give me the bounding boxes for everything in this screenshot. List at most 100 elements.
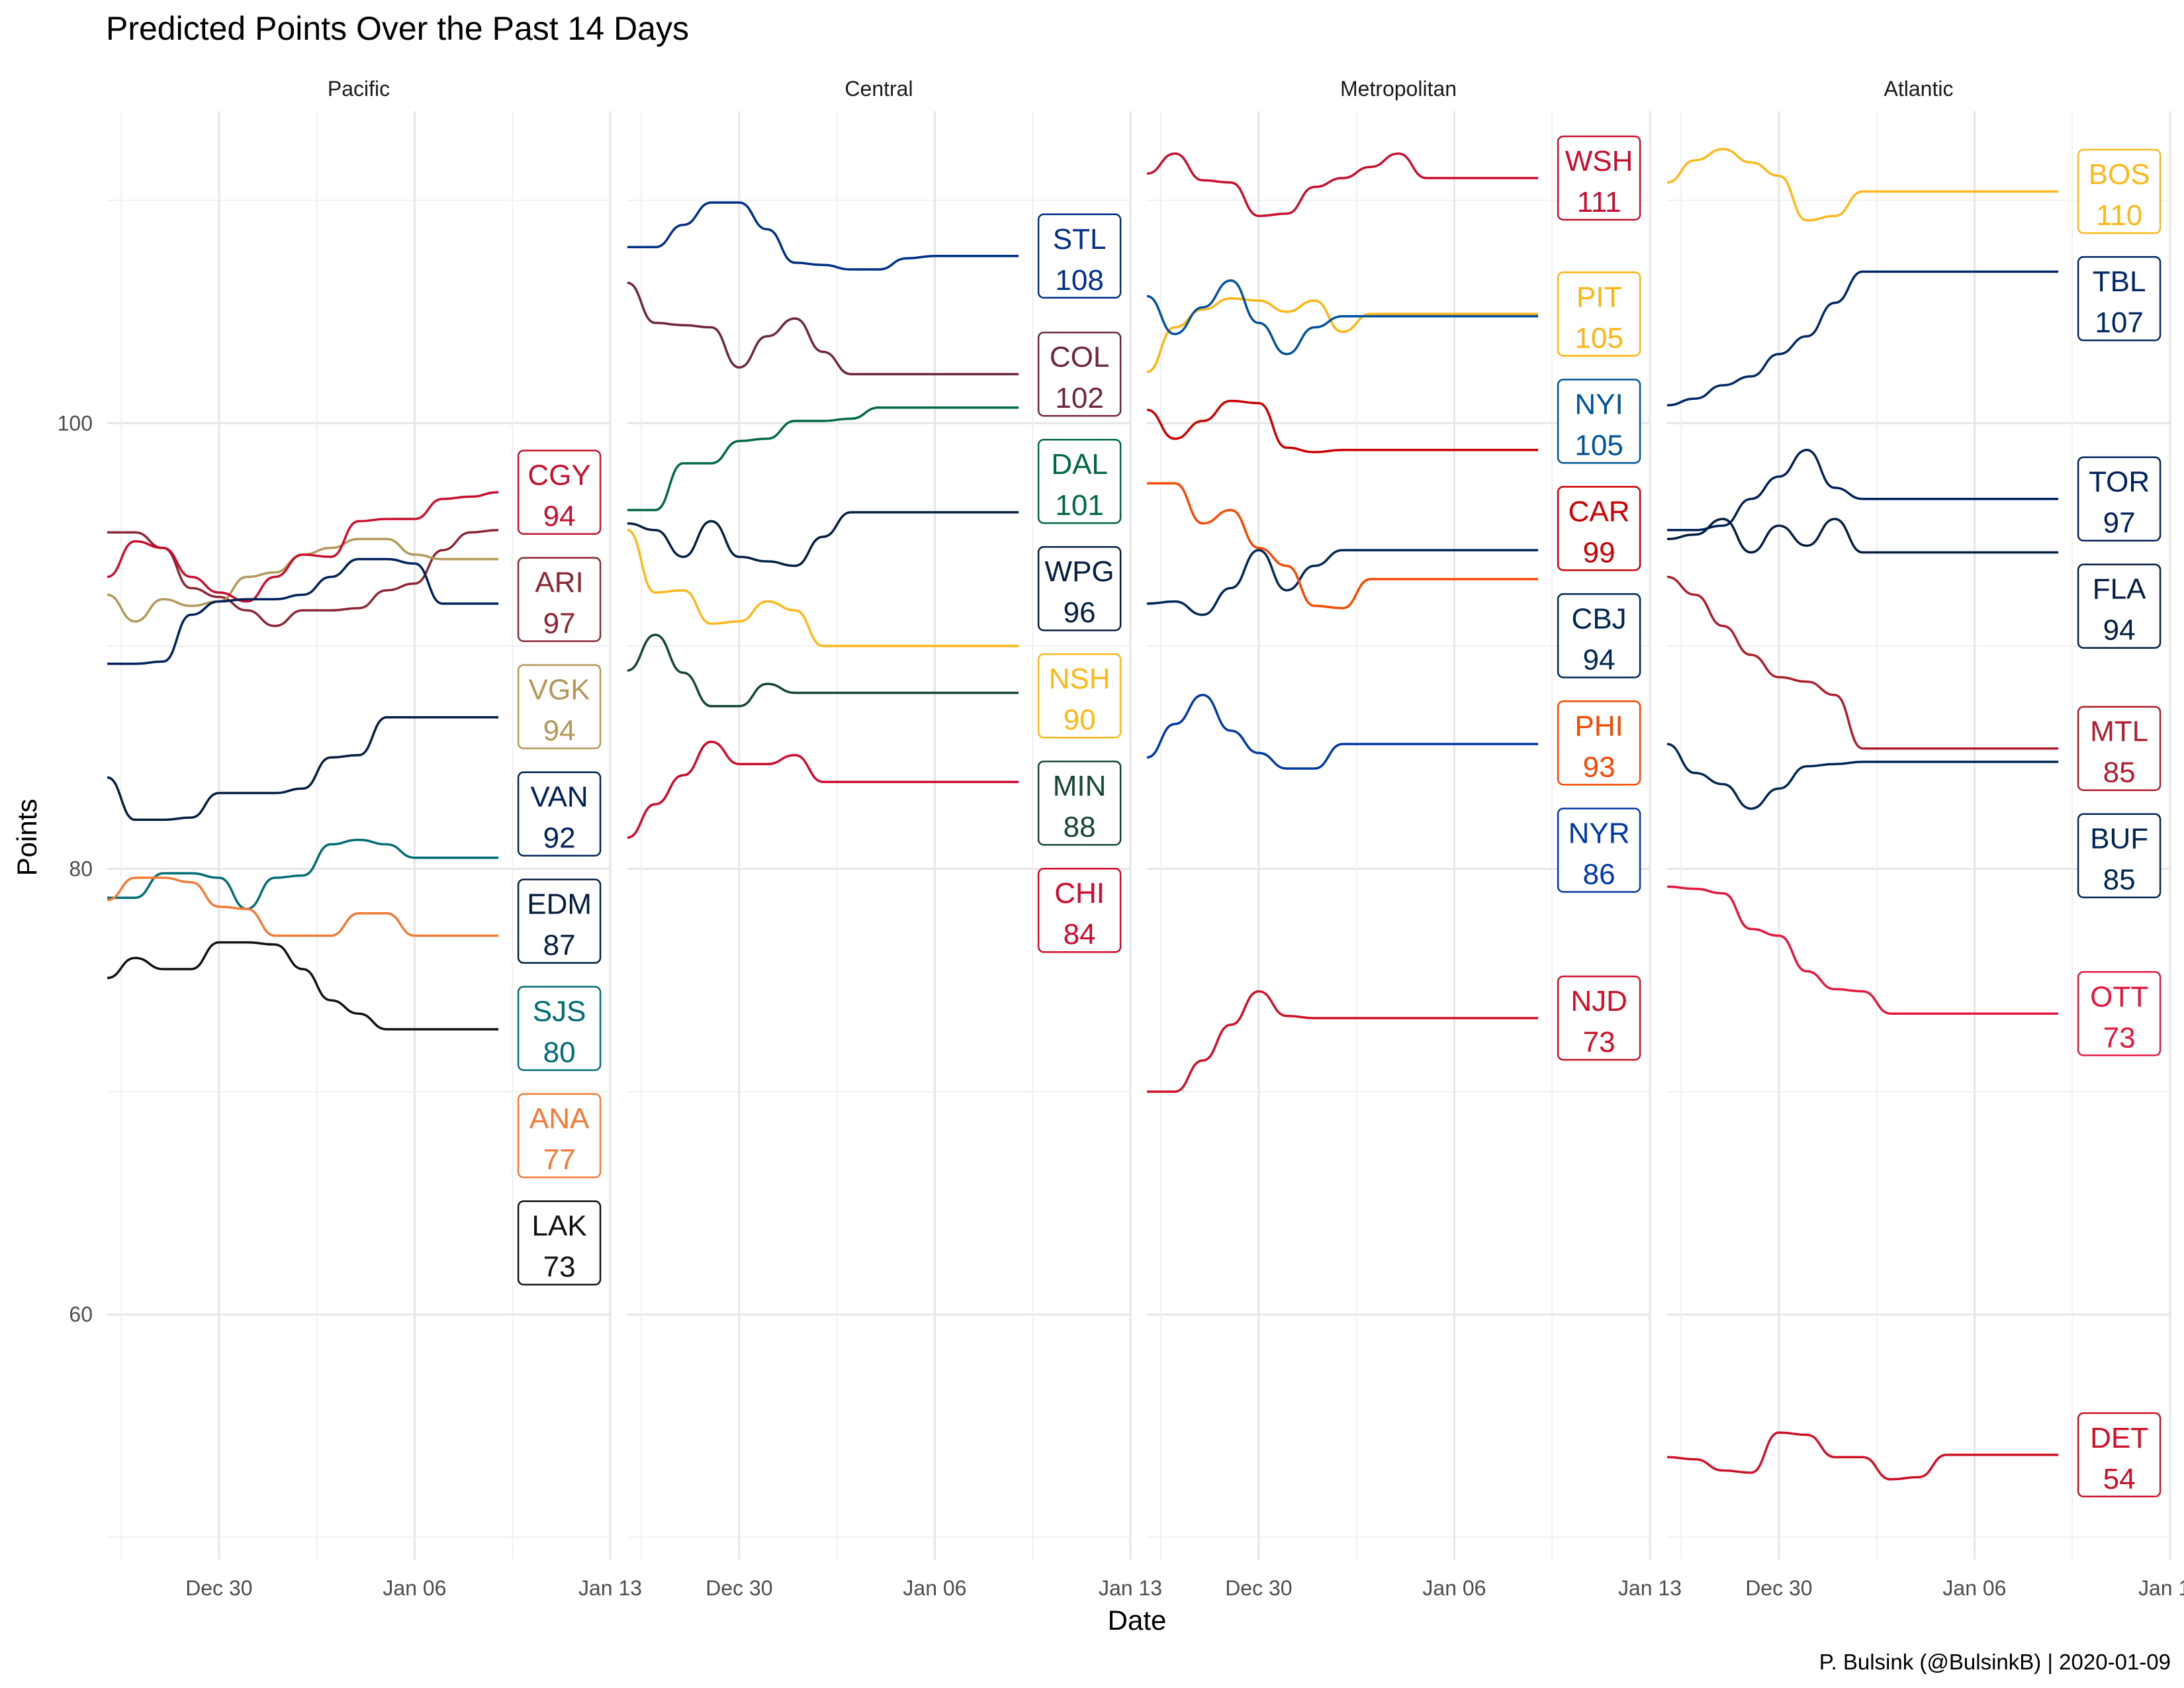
- team-label-sjs: SJS 80: [517, 986, 602, 1071]
- x-tick-label: Dec 30: [185, 1576, 252, 1600]
- team-abbrev: CBJ: [1572, 602, 1627, 635]
- team-label-box: [2077, 456, 2161, 541]
- team-points: 110: [2096, 199, 2142, 232]
- facet-panels: 60 80 100 Dec 30 Jan 06 Jan 13 Pacific CGY 94 ARI…: [58, 77, 2184, 1600]
- team-label-box: [2077, 256, 2161, 342]
- x-tick-label: Jan 06: [1942, 1576, 2006, 1600]
- team-abbrev: NJD: [1570, 985, 1627, 1017]
- team-points: 77: [543, 1144, 576, 1176]
- team-abbrev: ANA: [529, 1103, 590, 1135]
- team-abbrev: ARI: [535, 567, 583, 599]
- team-abbrev: CGY: [527, 459, 590, 492]
- panel-atlantic: Dec 30 Jan 06 Jan 13 Atlantic BOS 110 TBL 107 TO…: [1666, 77, 2184, 1600]
- team-label-box: [2077, 1412, 2161, 1498]
- series-line-phi: [1146, 482, 1539, 610]
- team-label-stl: STL 108: [1037, 213, 1122, 299]
- team-label-box: [1557, 808, 1641, 893]
- team-points: 97: [2103, 507, 2136, 539]
- panel-title: Metropolitan: [1340, 77, 1457, 101]
- team-points: 108: [1055, 264, 1103, 297]
- series-line-tbl: [1666, 270, 2059, 407]
- x-tick-label: Jan 13: [1099, 1576, 1162, 1600]
- team-label-box: [1037, 867, 1122, 953]
- team-label-nsh: NSH 90: [1037, 653, 1122, 739]
- team-label-pit: PIT 105: [1557, 271, 1641, 357]
- team-points: 107: [2095, 306, 2143, 339]
- team-label-ana: ANA 77: [517, 1093, 602, 1178]
- team-points: 85: [2103, 757, 2136, 789]
- y-tick-label: 80: [69, 857, 93, 880]
- team-label-box: [1557, 975, 1641, 1061]
- team-label-nyr: NYR 86: [1557, 808, 1641, 893]
- y-tick-label: 100: [58, 411, 93, 435]
- series-line-col: [627, 281, 1019, 375]
- team-label-wsh: WSH 111: [1557, 135, 1641, 221]
- team-label-box: [1557, 135, 1641, 221]
- team-abbrev: DET: [2090, 1422, 2148, 1454]
- series-line-chi: [627, 740, 1019, 839]
- team-abbrev: MTL: [2090, 716, 2148, 748]
- team-abbrev: SJS: [533, 996, 586, 1028]
- team-points: 73: [2103, 1021, 2136, 1054]
- series-line-wpg: [627, 511, 1019, 567]
- series-line-nyi: [1146, 279, 1539, 355]
- team-label-box: [517, 878, 602, 964]
- team-label-tbl: TBL 107: [2077, 256, 2161, 342]
- team-label-box: [1557, 593, 1641, 679]
- series-line-van: [107, 557, 499, 665]
- x-tick-label: Jan 13: [578, 1576, 642, 1600]
- series-line-lak: [107, 941, 499, 1031]
- series-line-nyr: [1146, 694, 1539, 770]
- team-abbrev: FLA: [2093, 573, 2146, 606]
- team-abbrev: DAL: [1051, 448, 1108, 481]
- team-label-chi: CHI 84: [1037, 867, 1122, 953]
- team-label-det: DET 54: [2077, 1412, 2161, 1498]
- team-label-box: [1037, 213, 1122, 299]
- series-line-ana: [107, 876, 499, 937]
- team-abbrev: CAR: [1569, 495, 1630, 528]
- team-points: 105: [1574, 429, 1623, 461]
- series-line-min: [627, 633, 1019, 708]
- series-line-dal: [627, 406, 1019, 512]
- team-points: 73: [1583, 1026, 1615, 1058]
- team-label-mtl: MTL 85: [2077, 706, 2161, 791]
- series-line-cbj: [1146, 549, 1539, 616]
- chart-title: Predicted Points Over the Past 14 Days: [106, 10, 689, 47]
- team-label-ott: OTT 73: [2077, 971, 2161, 1056]
- panel-title: Central: [844, 77, 913, 101]
- team-abbrev: MIN: [1053, 770, 1107, 802]
- team-label-phi: PHI 93: [1557, 700, 1641, 786]
- x-tick-label: Dec 30: [705, 1576, 772, 1600]
- team-points: 96: [1064, 596, 1096, 629]
- team-label-ari: ARI 97: [517, 557, 602, 642]
- team-label-tor: TOR 97: [2077, 456, 2161, 541]
- team-label-box: [1037, 653, 1122, 739]
- team-points: 94: [543, 500, 576, 533]
- y-tick-label: 60: [69, 1303, 93, 1327]
- team-abbrev: COL: [1050, 341, 1109, 373]
- team-label-box: [517, 1093, 602, 1178]
- team-points: 102: [1055, 382, 1103, 414]
- series-line-edm: [107, 716, 499, 821]
- series-line-fla: [1666, 518, 2059, 554]
- team-points: 87: [543, 929, 576, 962]
- team-label-box: [2077, 971, 2161, 1056]
- panel-pacific: Dec 30 Jan 06 Jan 13 Pacific CGY 94 ARI 97 VGK 94…: [107, 77, 642, 1600]
- team-points: 94: [1583, 643, 1615, 676]
- team-label-box: [517, 986, 602, 1071]
- panel-title: Atlantic: [1884, 77, 1954, 101]
- team-label-box: [1557, 379, 1641, 464]
- team-points: 88: [1064, 811, 1096, 843]
- series-line-njd: [1146, 990, 1539, 1093]
- team-label-njd: NJD 73: [1557, 975, 1641, 1061]
- team-label-box: [1037, 760, 1122, 846]
- team-abbrev: CHI: [1054, 877, 1105, 910]
- team-abbrev: WSH: [1565, 145, 1633, 177]
- team-label-box: [1557, 486, 1641, 571]
- x-tick-label: Dec 30: [1225, 1576, 1292, 1600]
- team-abbrev: TBL: [2093, 265, 2146, 298]
- team-label-box: [1037, 438, 1122, 524]
- team-label-van: VAN 92: [517, 771, 602, 857]
- series-line-stl: [627, 201, 1019, 271]
